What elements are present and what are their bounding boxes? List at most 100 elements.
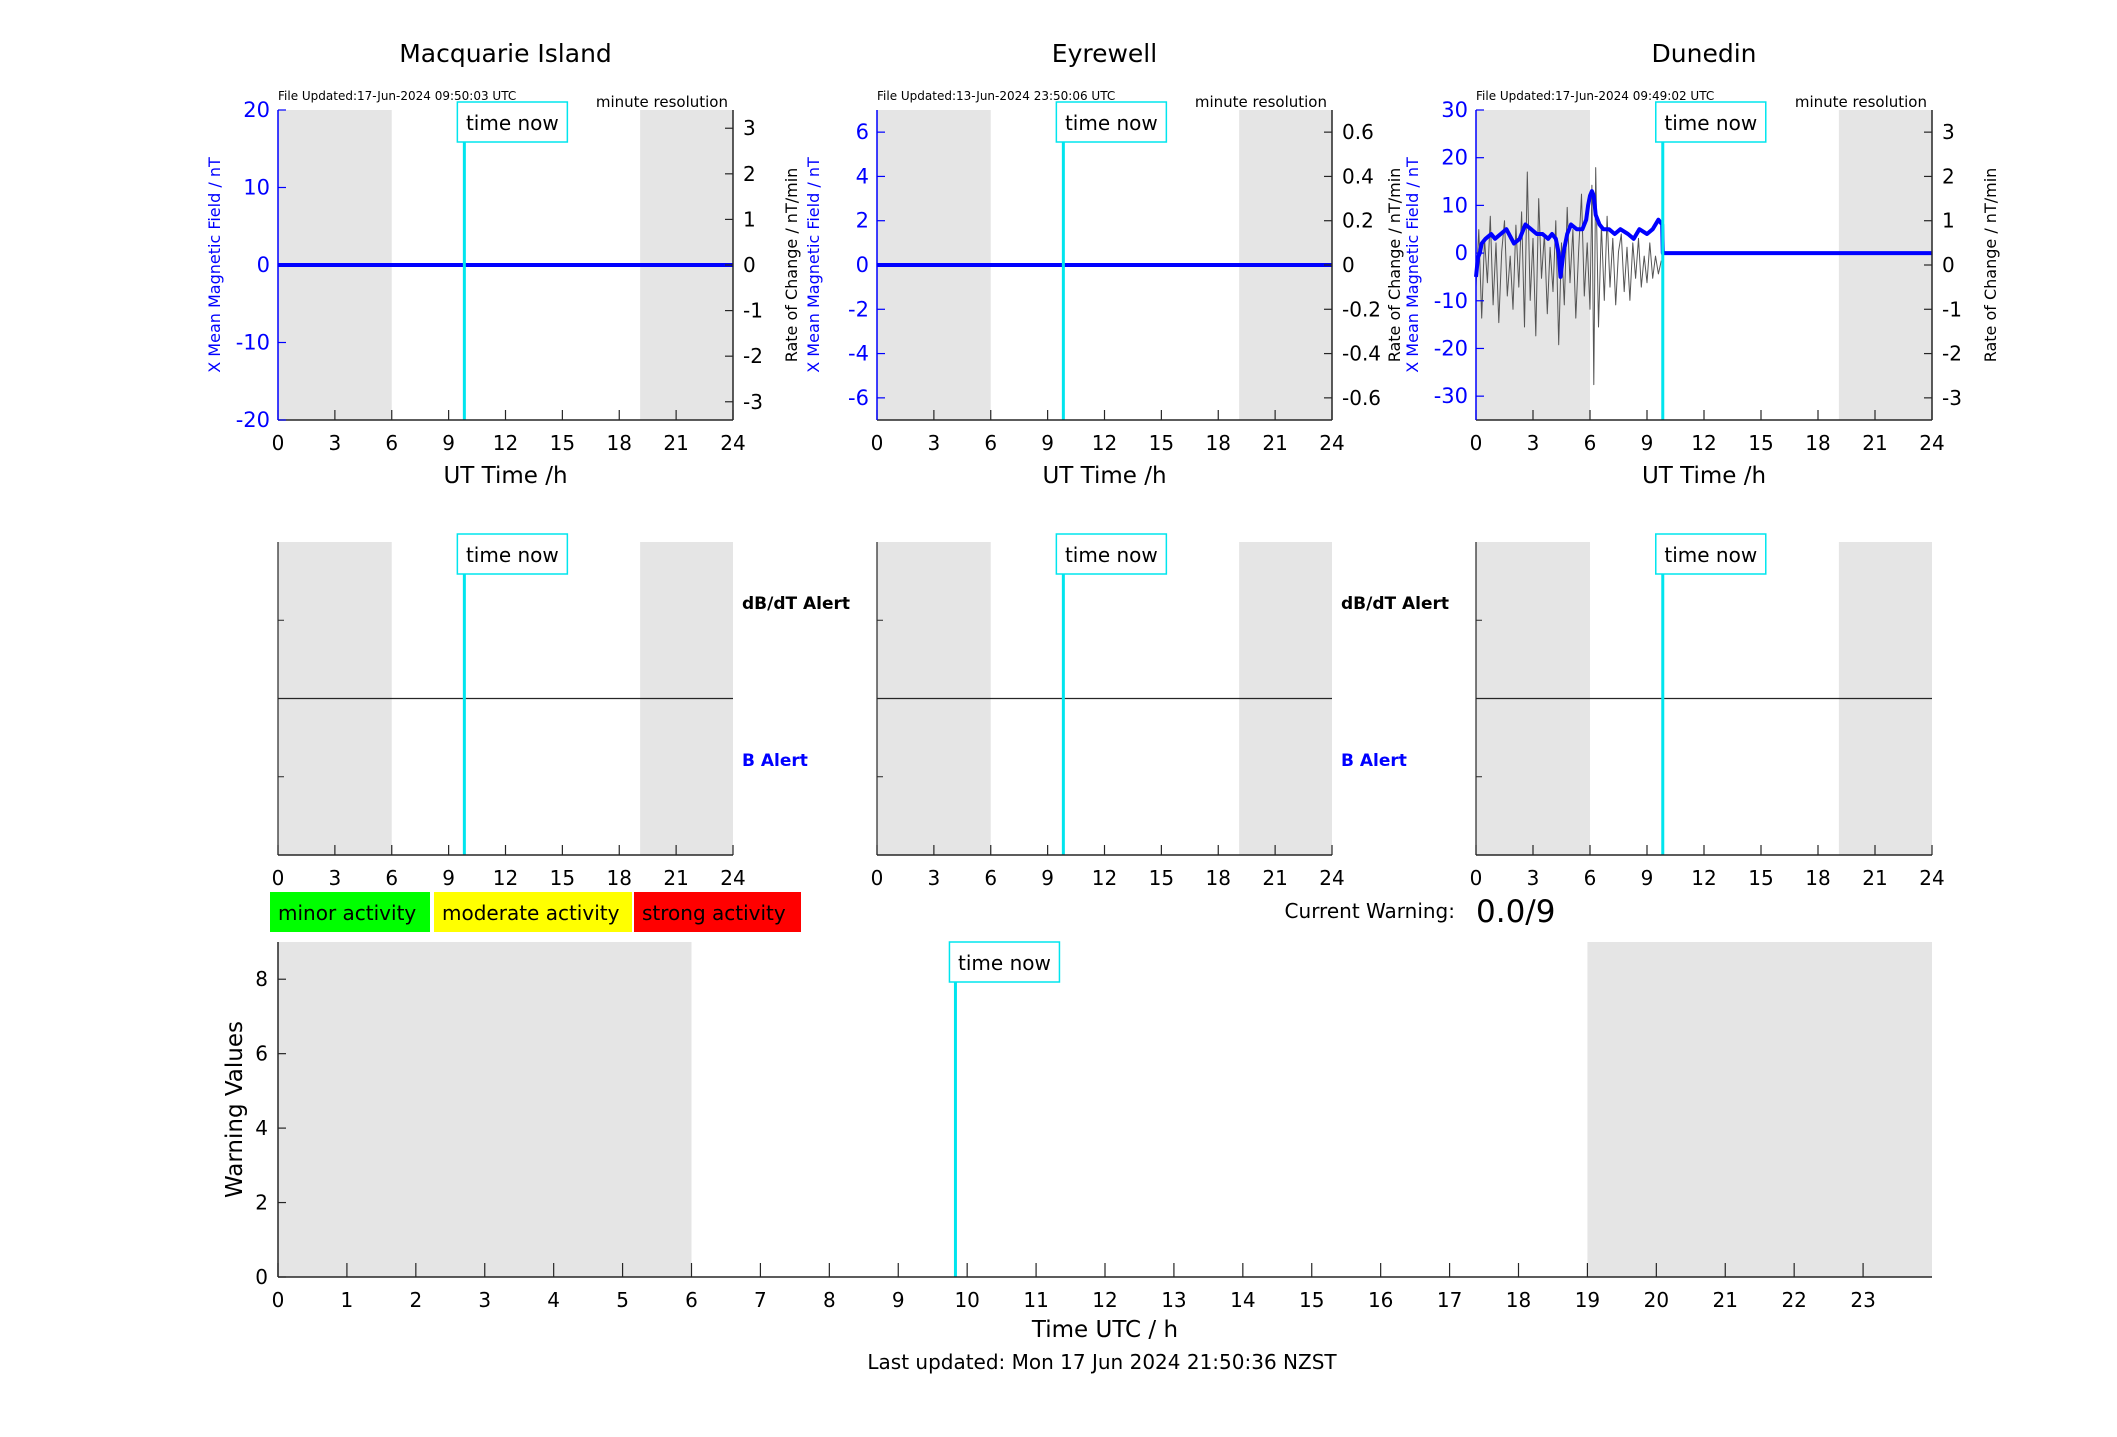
- warning-y-tick-label: 6: [255, 1042, 268, 1066]
- eyrewell-field-y-tick-label-left: 4: [856, 164, 869, 188]
- eyrewell-alert-x-tick-label: 12: [1092, 866, 1117, 890]
- warning-x-tick-label: 8: [823, 1288, 836, 1312]
- dunedin-alert-time-now-box: [1655, 533, 1767, 575]
- dunedin-alert-x-tick-label: 18: [1805, 866, 1830, 890]
- eyrewell-alert-x-tick-label: 0: [871, 866, 884, 890]
- eyrewell-alert-b-label: B Alert: [1341, 751, 1407, 771]
- dunedin-alert-x-tick-label: 15: [1748, 866, 1773, 890]
- eyrewell-alert-x-tick-label: 9: [1041, 866, 1054, 890]
- dunedin-alert-x-tick-label: 24: [1919, 866, 1944, 890]
- dunedin-field-y-tick-label-right: 2: [1942, 164, 1955, 188]
- legend-label-minor: minor activity: [278, 901, 416, 925]
- macquarie-field-file-updated: File Updated:17-Jun-2024 09:50:03 UTC: [278, 89, 516, 103]
- eyrewell-field-title: Eyrewell: [1052, 39, 1157, 68]
- eyrewell-alert-time-now-label: time now: [1065, 543, 1158, 567]
- macquarie-field-y-tick-label-left: 0: [257, 253, 270, 277]
- dunedin-alert-x-tick-label: 9: [1641, 866, 1654, 890]
- eyrewell-field-ylabel-left: X Mean Magnetic Field / nT: [804, 157, 823, 373]
- macquarie-field-y-tick-label-right: -1: [743, 299, 763, 323]
- legend-swatch-strong: [634, 892, 801, 932]
- macquarie-field-y-tick-label-right: 3: [743, 116, 756, 140]
- dunedin-field-ylabel-left-2: Rate of Change / nT/min: [1385, 168, 1404, 363]
- macquarie-field-ylabel-right: Rate of Change / nT/min: [782, 168, 801, 363]
- dunedin-field-field-series: [1474, 189, 1932, 279]
- warning-x-tick-label: 13: [1161, 1288, 1186, 1312]
- eyrewell-alert-x-tick-label: 18: [1206, 866, 1231, 890]
- eyrewell-field-file-updated: File Updated:13-Jun-2024 23:50:06 UTC: [877, 89, 1115, 103]
- warning-x-tick-label: 17: [1437, 1288, 1462, 1312]
- dunedin-field-x-tick-label: 21: [1862, 431, 1887, 455]
- macquarie-field-y-tick-label-left: 20: [243, 98, 270, 122]
- warning-y-tick-label: 0: [255, 1265, 268, 1289]
- eyrewell-alert-x-tick-label: 21: [1262, 866, 1287, 890]
- warning-time-now-box: [948, 941, 1061, 983]
- macquarie-field-x-tick-label: 12: [493, 431, 518, 455]
- warning-x-tick-label: 6: [685, 1288, 698, 1312]
- macquarie-alert-x-tick-label: 15: [550, 866, 575, 890]
- dunedin-field-x-tick-label: 3: [1527, 431, 1540, 455]
- eyrewell-field-y-tick-label-left: 6: [856, 120, 869, 144]
- warning-x-tick-label: 23: [1850, 1288, 1875, 1312]
- macquarie-field-x-tick-label: 21: [663, 431, 688, 455]
- dunedin-field-x-tick-label: 15: [1748, 431, 1773, 455]
- warning-x-tick-label: 2: [409, 1288, 422, 1312]
- dunedin-field-x-tick-label: 18: [1805, 431, 1830, 455]
- current-warning-label: Current Warning:: [1285, 899, 1455, 923]
- eyrewell-field-x-tick-label: 3: [928, 431, 941, 455]
- legend-swatch-moderate: [434, 892, 632, 932]
- warning-x-tick-label: 5: [616, 1288, 629, 1312]
- warning-x-tick-label: 10: [954, 1288, 979, 1312]
- last-updated-text: Last updated: Mon 17 Jun 2024 21:50:36 N…: [867, 1350, 1337, 1374]
- dunedin-field-night-band: [1476, 110, 1590, 420]
- dunedin-field-y-tick-label-left: 30: [1441, 98, 1468, 122]
- dunedin-field-y-tick-label-left: 20: [1441, 146, 1468, 170]
- dunedin-field-y-tick-label-left: 10: [1441, 193, 1468, 217]
- eyrewell-field-y-tick-label-left: -2: [848, 297, 869, 321]
- dunedin-alert-x-tick-label: 21: [1862, 866, 1887, 890]
- warning-x-tick-label: 4: [547, 1288, 560, 1312]
- eyrewell-alert-time-now-box: [1055, 533, 1168, 575]
- eyrewell-field-time-now-label: time now: [1065, 111, 1158, 135]
- eyrewell-alert-x-tick-label: 3: [928, 866, 941, 890]
- macquarie-alert-x-tick-label: 9: [442, 866, 455, 890]
- legend-label-moderate: moderate activity: [442, 901, 620, 925]
- macquarie-field-title: Macquarie Island: [399, 39, 612, 68]
- dunedin-alert-x-tick-label: 0: [1470, 866, 1483, 890]
- macquarie-field-x-tick-label: 24: [720, 431, 745, 455]
- macquarie-alert-dbdt-label: dB/dT Alert: [742, 594, 850, 614]
- warning-ylabel: Warning Values: [222, 1021, 248, 1198]
- warning-x-tick-label: 15: [1299, 1288, 1324, 1312]
- dunedin-field-y-tick-label-left: -10: [1434, 289, 1468, 313]
- macquarie-alert-x-tick-label: 18: [607, 866, 632, 890]
- eyrewell-field-x-tick-label: 6: [984, 431, 997, 455]
- macquarie-field-x-tick-label: 18: [607, 431, 632, 455]
- dunedin-field-y-tick-label-left: -20: [1434, 336, 1468, 360]
- dunedin-field-y-tick-label-left: -30: [1434, 384, 1468, 408]
- dunedin-field-night-band: [1838, 110, 1932, 420]
- eyrewell-field-x-tick-label: 18: [1206, 431, 1231, 455]
- warning-x-tick-label: 21: [1713, 1288, 1738, 1312]
- macquarie-field-ylabel-left: X Mean Magnetic Field / nT: [205, 157, 224, 373]
- dunedin-field-xlabel: UT Time /h: [1642, 463, 1766, 489]
- macquarie-field-y-tick-label-right: 1: [743, 207, 756, 231]
- warning-x-tick-label: 14: [1230, 1288, 1255, 1312]
- dunedin-field-x-tick-label: 0: [1470, 431, 1483, 455]
- dunedin-field-x-tick-label: 9: [1641, 431, 1654, 455]
- macquarie-field-y-tick-label-left: -20: [236, 408, 270, 432]
- dunedin-alert-x-tick-label: 3: [1527, 866, 1540, 890]
- warning-time-now-label: time now: [958, 951, 1051, 975]
- eyrewell-field-y-tick-label-left: -4: [848, 342, 869, 366]
- macquarie-field-x-tick-label: 0: [272, 431, 285, 455]
- macquarie-field-y-tick-label-right: -3: [743, 390, 763, 414]
- eyrewell-alert-x-tick-label: 24: [1319, 866, 1344, 890]
- macquarie-alert-x-tick-label: 6: [385, 866, 398, 890]
- macquarie-field-x-tick-label: 15: [550, 431, 575, 455]
- eyrewell-field-y-tick-label-right: 0.6: [1342, 120, 1374, 144]
- dunedin-field-time-now-box: [1655, 101, 1767, 143]
- dunedin-field-resolution: minute resolution: [1795, 93, 1927, 111]
- eyrewell-field-y-tick-label-right: 0: [1342, 253, 1355, 277]
- dunedin-field-x-tick-label: 6: [1584, 431, 1597, 455]
- warning-x-tick-label: 0: [272, 1288, 285, 1312]
- macquarie-field-xlabel: UT Time /h: [443, 463, 567, 489]
